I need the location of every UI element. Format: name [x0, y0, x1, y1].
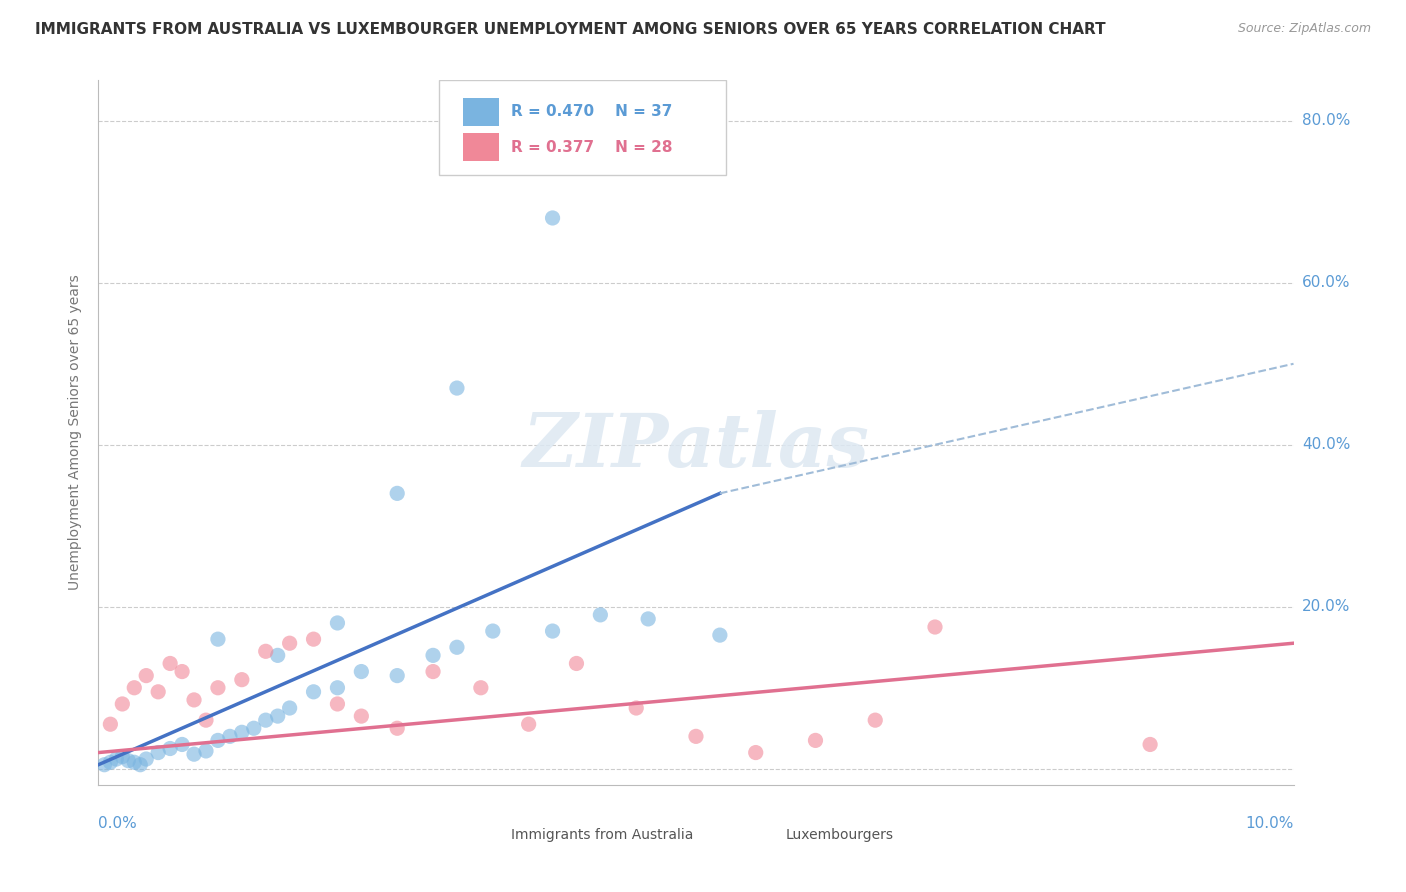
Point [385, 486, 409, 500]
Point [709, 628, 731, 642]
Point [685, 730, 707, 744]
Point [124, 756, 146, 770]
Point [129, 757, 152, 772]
Point [105, 752, 128, 766]
Text: Luxembourgers: Luxembourgers [786, 828, 894, 842]
Point [565, 657, 588, 671]
Point [111, 697, 134, 711]
FancyBboxPatch shape [457, 825, 499, 845]
Point [385, 721, 409, 735]
Point [446, 640, 468, 655]
Point [446, 381, 468, 395]
Point [207, 681, 229, 695]
Point [541, 624, 564, 638]
Point [326, 615, 349, 630]
Point [172, 738, 194, 752]
Point [1139, 738, 1161, 752]
Point [350, 665, 373, 679]
Point [541, 211, 564, 225]
Point [117, 754, 139, 768]
Point [385, 668, 409, 682]
Point [278, 701, 301, 715]
Point [172, 665, 194, 679]
Point [135, 668, 157, 682]
Point [195, 744, 218, 758]
Point [159, 657, 181, 671]
Point [326, 681, 349, 695]
Text: 0.0%: 0.0% [98, 815, 138, 830]
Text: IMMIGRANTS FROM AUSTRALIA VS LUXEMBOURGER UNEMPLOYMENT AMONG SENIORS OVER 65 YEA: IMMIGRANTS FROM AUSTRALIA VS LUXEMBOURGE… [35, 22, 1105, 37]
Point [135, 752, 157, 766]
Text: R = 0.470    N = 37: R = 0.470 N = 37 [510, 104, 672, 120]
Text: 10.0%: 10.0% [1246, 815, 1294, 830]
Point [637, 612, 659, 626]
Point [302, 685, 325, 699]
Point [195, 713, 218, 727]
Point [267, 648, 290, 663]
FancyBboxPatch shape [733, 825, 773, 845]
Point [124, 681, 146, 695]
Text: R = 0.377    N = 28: R = 0.377 N = 28 [510, 140, 672, 154]
Point [183, 747, 205, 761]
Point [482, 624, 505, 638]
Point [219, 730, 242, 744]
Point [254, 713, 277, 727]
Point [243, 721, 266, 735]
Point [422, 665, 444, 679]
Text: Source: ZipAtlas.com: Source: ZipAtlas.com [1237, 22, 1371, 36]
FancyBboxPatch shape [463, 133, 499, 161]
Point [183, 693, 205, 707]
Point [98, 756, 122, 770]
Y-axis label: Unemployment Among Seniors over 65 years: Unemployment Among Seniors over 65 years [69, 275, 83, 591]
Point [207, 632, 229, 647]
Point [148, 746, 170, 760]
Point [98, 717, 122, 731]
Point [111, 749, 134, 764]
Point [626, 701, 648, 715]
Point [865, 713, 887, 727]
Point [231, 673, 253, 687]
Text: 20.0%: 20.0% [1302, 599, 1350, 615]
FancyBboxPatch shape [439, 80, 725, 176]
Point [159, 741, 181, 756]
Point [422, 648, 444, 663]
Text: ZIPatlas: ZIPatlas [523, 410, 869, 483]
Point [148, 685, 170, 699]
Point [278, 636, 301, 650]
Text: 80.0%: 80.0% [1302, 113, 1350, 128]
Point [745, 746, 768, 760]
Point [470, 681, 492, 695]
Point [924, 620, 946, 634]
Point [589, 607, 612, 622]
Point [517, 717, 540, 731]
Point [231, 725, 253, 739]
Point [326, 697, 349, 711]
Text: Immigrants from Australia: Immigrants from Australia [510, 828, 693, 842]
Point [804, 733, 827, 747]
Point [302, 632, 325, 647]
FancyBboxPatch shape [463, 98, 499, 126]
Point [93, 757, 115, 772]
Text: 40.0%: 40.0% [1302, 437, 1350, 452]
Point [207, 733, 229, 747]
Point [350, 709, 373, 723]
Point [254, 644, 277, 658]
Text: 60.0%: 60.0% [1302, 276, 1350, 290]
Point [267, 709, 290, 723]
